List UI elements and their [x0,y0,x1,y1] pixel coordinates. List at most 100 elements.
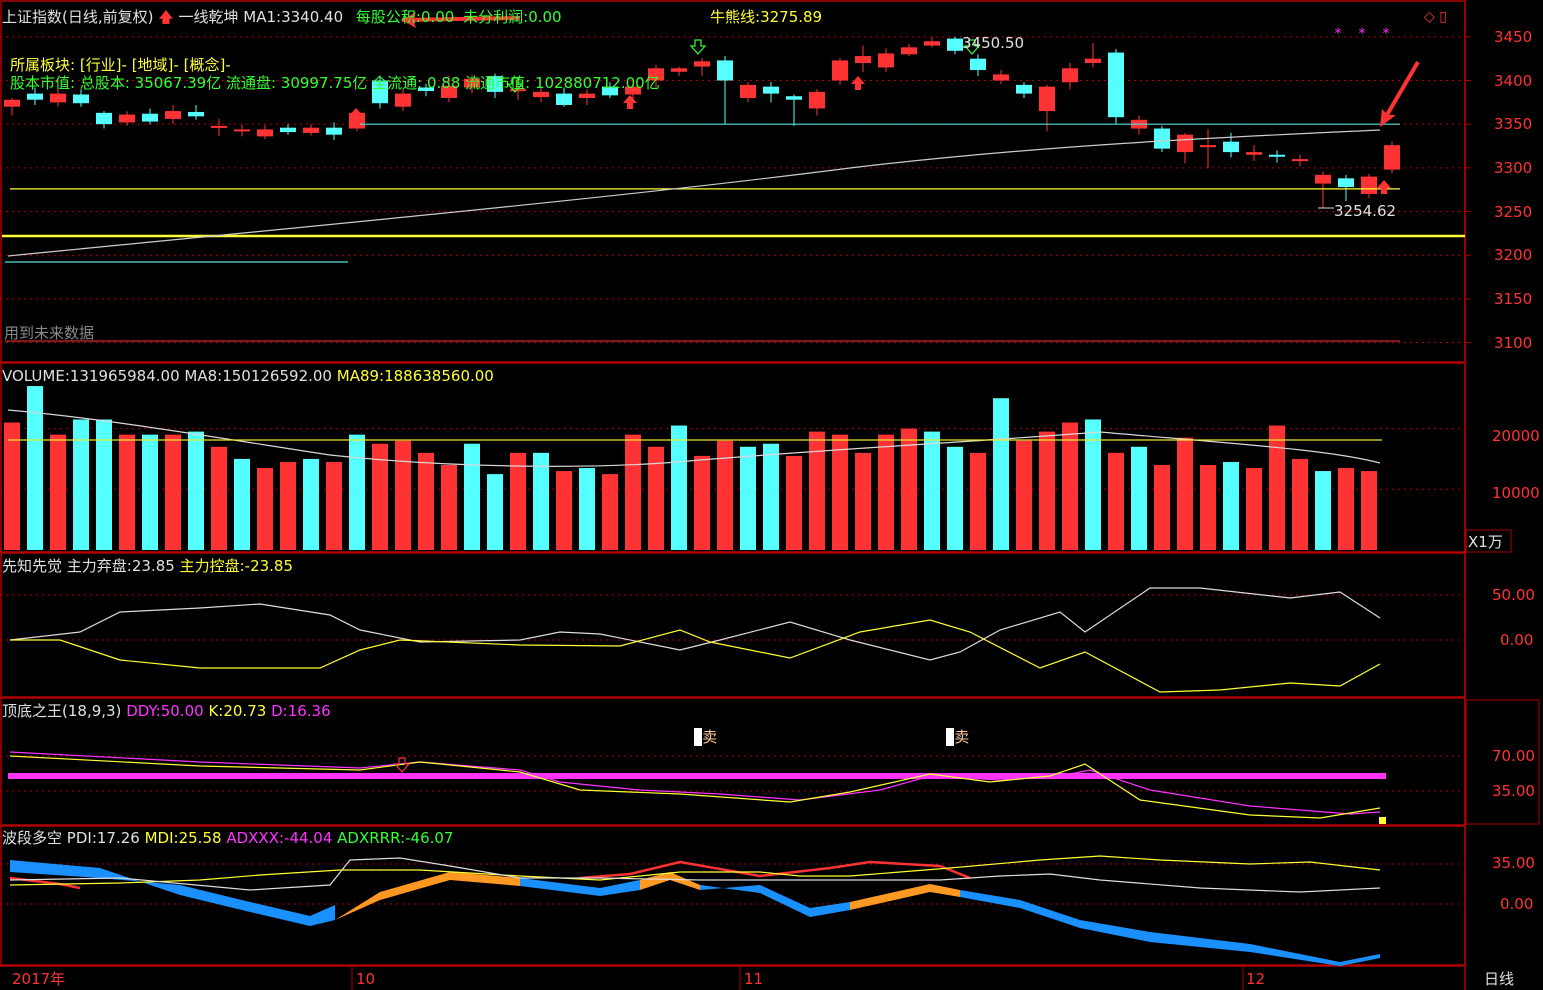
bull-bear-line: 牛熊线:3275.89 [710,8,822,26]
volume-bar [464,443,480,550]
window-controls-icon[interactable]: ◇ ▯ [1424,9,1447,25]
candle-body [1246,152,1262,155]
candle-body [119,114,135,123]
buy-arrow-icon [851,76,865,90]
candle-body [326,127,342,135]
volume-value: 131965984.00 [69,367,180,385]
candle-body [901,47,917,55]
volume-bar [855,452,871,550]
volume-header: VOLUME:131965984.00 MA8:150126592.00 MA8… [2,367,494,385]
price-axis-label: 3400 [1494,71,1533,90]
buy-arrow-icon [623,95,637,109]
price-axis-label: 3200 [1494,246,1533,265]
candle-body [1177,134,1193,153]
volume-bar [395,440,411,550]
volume-bar [234,458,250,550]
sell-signal-2: ▮卖 [946,728,970,746]
adxxx-label: ADXXX: [226,829,285,847]
ddy-label: DDY: [126,702,161,720]
candle-body [694,61,710,67]
price-axis-label: 3150 [1494,289,1533,308]
candle-body [418,87,434,91]
candle-body [625,86,641,95]
volume-bar [27,386,43,550]
volume-bar [280,461,296,550]
volume-bar [901,428,917,550]
candle-body [579,93,595,98]
x-label-dec: 12 [1246,970,1266,988]
candle-body [188,111,204,117]
volume-bar [303,458,319,550]
candle-body [1200,145,1216,148]
candle-body [4,99,20,107]
bd-axis-0: 0.00 [1500,895,1534,913]
volume-bar [119,434,135,550]
volume-bar [993,398,1009,550]
undistributed-value: 0.00 [528,8,562,26]
candle-body [947,38,963,51]
volume-bar [579,468,595,550]
candle-body [740,84,756,98]
candle-body [878,53,894,68]
candle-body [395,93,411,107]
dd-axis-70: 70.00 [1492,747,1535,765]
candle-body [50,93,66,103]
high-price-label: 3450.50 [962,34,1025,52]
volume-bar [4,422,20,550]
future-data-note: 用到未来数据 [4,324,95,342]
x-label-year: 2017年 [12,970,66,988]
d-value: 16.36 [287,702,331,720]
xzxj-b-label: 主力控盘: [179,557,245,575]
sell-signal-1: ▮卖 [694,728,718,746]
volume-bar [1108,452,1124,550]
volume-bar [648,446,664,550]
volume-bar [1062,422,1078,550]
volume-bar [1361,471,1377,550]
volume-bar [50,434,66,550]
bd-blue-area [960,890,1380,966]
ma8-label: MA8: [184,367,223,385]
volume-bar [372,443,388,550]
candle-body [1269,154,1285,157]
xzxj-yellow-line [10,619,1381,693]
volume-bar [763,443,779,550]
dd-title[interactable]: 顶底之王(18,9,3) [2,702,122,720]
candle-body [717,60,733,81]
period-button[interactable]: 日线 [1484,970,1515,988]
candle-body [786,96,802,100]
per-share-value: 0.00 [420,8,455,26]
volume-bar [142,434,158,550]
candle-body [1384,145,1400,170]
volume-bar [533,452,549,550]
sector-line[interactable]: 所属板块: [行业]- [地域]- [概念]- [10,56,231,74]
capital-line: 股本市值: 总股本: 35067.39亿 流通盘: 30997.75亿 全流通:… [10,74,660,92]
ma89-label: MA89: [336,367,385,385]
xzxj-header: 先知先觉 主力弃盘:23.85 主力控盘:-23.85 [2,557,293,575]
candle-body [1085,58,1101,64]
annotation-arrow-down [1382,60,1420,122]
candle-body [855,56,871,64]
volume-bar [188,431,204,550]
volume-bar [441,465,457,550]
bd-title[interactable]: 波段多空 [2,829,63,847]
candle-body [73,94,89,104]
candle-body [441,85,457,98]
candle-body [464,78,480,88]
index-name[interactable]: 上证指数(日线,前复权) [2,8,154,26]
x-label-oct: 10 [356,970,376,988]
dd-header: 顶底之王(18,9,3) DDY:50.00 K:20.73 D:16.36 [2,702,331,720]
mdi-label: MDI: [144,829,179,847]
ma1-line [7,129,1381,257]
candle-body [487,76,503,92]
candle-body [1039,86,1055,112]
xzxj-axis-0: 0.00 [1500,631,1534,649]
adxrrr-label: ADXRRR: [337,829,406,847]
candle-body [970,58,986,71]
volume-bar [832,434,848,550]
xzxj-white-line [9,587,1381,661]
volume-bar [349,434,365,550]
volume-bar [1338,468,1354,550]
mdi-value: 25.58 [178,829,222,847]
xzxj-title[interactable]: 先知先觉 [2,557,63,575]
candle-body [257,129,273,137]
